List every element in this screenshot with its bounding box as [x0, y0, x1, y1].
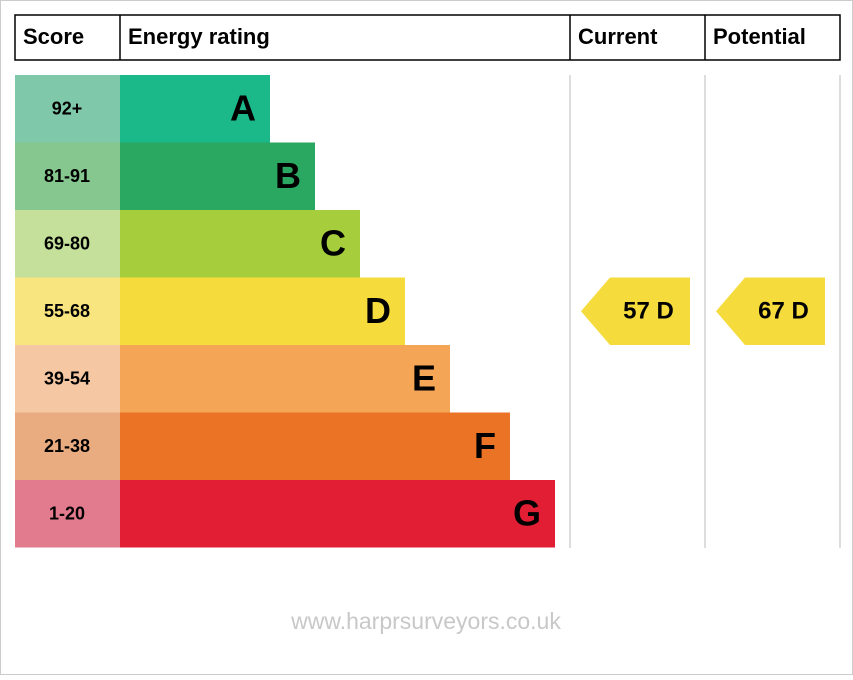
rating-letter: C: [320, 222, 346, 263]
header-score: Score: [23, 24, 84, 49]
header-energy-rating: Energy rating: [128, 24, 270, 49]
rating-letter: A: [230, 87, 256, 128]
rating-letter: F: [474, 425, 496, 466]
score-range: 39-54: [44, 369, 90, 389]
potential-label: 67 D: [758, 298, 809, 325]
score-cell: [15, 142, 120, 210]
score-cell: [15, 75, 120, 143]
score-cell: [15, 412, 120, 480]
score-range: 1-20: [49, 504, 85, 524]
score-range: 55-68: [44, 301, 90, 321]
potential-arrow: [716, 277, 825, 345]
score-cell: [15, 277, 120, 345]
score-range: 21-38: [44, 436, 90, 456]
rating-bar: [120, 345, 450, 413]
rating-letter: D: [365, 290, 391, 331]
score-cell: [15, 210, 120, 278]
score-range: 92+: [52, 99, 83, 119]
rating-bar: [120, 480, 555, 548]
score-range: 69-80: [44, 234, 90, 254]
score-range: 81-91: [44, 166, 90, 186]
current-arrow: [581, 277, 690, 345]
score-cell: [15, 480, 120, 548]
footer: www.harprsurveyors.co.uk: [290, 608, 561, 634]
current-label: 57 D: [623, 298, 674, 325]
rating-letter: G: [513, 492, 541, 533]
rating-letter: B: [275, 155, 301, 196]
header-row: [14, 14, 841, 61]
rating-bar: [120, 142, 315, 210]
header-potential: Potential: [713, 24, 806, 49]
header-current: Current: [578, 24, 658, 49]
rating-bar: [120, 75, 270, 143]
rating-bar: [120, 210, 360, 278]
rating-letter: E: [412, 357, 436, 398]
rating-bar: [120, 277, 405, 345]
score-cell: [15, 345, 120, 413]
rating-bar: [120, 412, 510, 480]
